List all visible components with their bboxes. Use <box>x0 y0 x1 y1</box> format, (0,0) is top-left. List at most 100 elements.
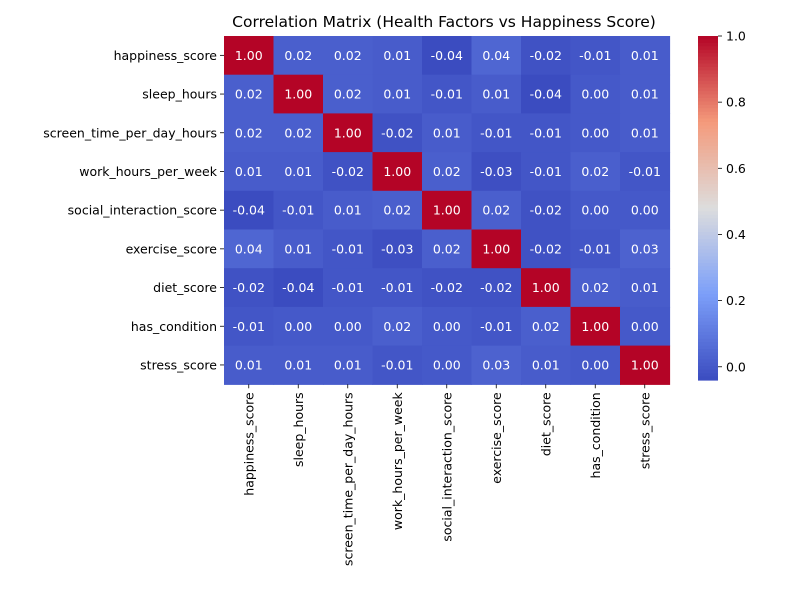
colorbar-segment <box>698 132 718 137</box>
colorbar-segment <box>698 156 718 161</box>
colorbar-segment <box>698 80 718 85</box>
heatmap-cell <box>570 229 621 269</box>
cell-value-label: -0.02 <box>530 203 562 218</box>
y-tick-label: work_hours_per_week <box>79 164 218 179</box>
colorbar-segment <box>698 238 718 243</box>
colorbar-segment <box>698 111 718 116</box>
colorbar-segment <box>698 307 718 312</box>
cell-value-label: -0.02 <box>332 164 364 179</box>
heatmap-cell <box>372 36 423 76</box>
cell-value-label: -0.01 <box>530 164 562 179</box>
colorbar-segment <box>698 318 718 323</box>
cell-value-label: -0.02 <box>431 280 463 295</box>
cell-value-label: 0.01 <box>235 164 263 179</box>
heatmap-cell <box>372 345 423 385</box>
heatmap-cell <box>372 113 423 153</box>
cell-value-label: 1.00 <box>482 241 510 256</box>
cell-value-label: 0.01 <box>383 87 411 102</box>
cell-value-label: -0.03 <box>381 241 413 256</box>
heatmap-cell <box>323 190 374 231</box>
heatmap-cell <box>620 74 671 114</box>
cell-value-label: 0.01 <box>482 87 510 102</box>
heatmap-cell <box>521 74 572 114</box>
cell-value-label: 0.01 <box>284 357 312 372</box>
cell-value-label: 0.01 <box>284 164 312 179</box>
cell-value-label: -0.02 <box>530 48 562 63</box>
heatmap-cell <box>372 229 423 269</box>
colorbar-segment <box>698 94 718 99</box>
heatmap-cell <box>521 113 572 153</box>
colorbar-tick-label: 0.6 <box>726 161 746 176</box>
colorbar-segment <box>698 345 718 350</box>
heatmap-cell <box>471 74 522 114</box>
colorbar-segment <box>698 194 718 199</box>
colorbar-segment <box>698 49 718 54</box>
y-tick-label: stress_score <box>140 357 217 372</box>
colorbar-segment <box>698 297 718 302</box>
colorbar-segment <box>698 256 718 261</box>
cell-value-label: 0.00 <box>334 319 362 334</box>
colorbar-segment <box>698 366 718 371</box>
heatmap-cell <box>620 345 671 385</box>
heatmap-cell <box>273 345 324 385</box>
y-tick-label: screen_time_per_day_hours <box>43 125 217 140</box>
cell-value-label: 1.00 <box>581 319 609 334</box>
colorbar-segment <box>698 283 718 288</box>
heatmap-cell <box>273 36 324 76</box>
colorbar-segment <box>698 352 718 357</box>
colorbar-segment <box>698 152 718 157</box>
cell-value-label: 0.00 <box>581 125 609 140</box>
colorbar-segment <box>698 42 718 47</box>
heatmap-cell <box>471 345 522 385</box>
cell-value-label: 0.00 <box>433 357 461 372</box>
heatmap-cell <box>570 74 621 114</box>
cell-value-label: -0.01 <box>480 319 512 334</box>
cell-value-label: 0.02 <box>532 319 560 334</box>
heatmap-cell <box>422 345 473 385</box>
colorbar-segment <box>698 249 718 254</box>
y-tick-label: sleep_hours <box>142 87 217 102</box>
colorbar-segment <box>698 324 718 329</box>
colorbar-segment <box>698 304 718 309</box>
cell-value-label: -0.01 <box>579 241 611 256</box>
heatmap-cell <box>471 306 522 347</box>
colorbar-tick-label: 0.4 <box>726 227 746 242</box>
heatmap-cell <box>620 36 671 76</box>
heatmap-cell <box>224 152 275 192</box>
colorbar-segment <box>698 314 718 319</box>
colorbar-segment <box>698 201 718 206</box>
colorbar-segment <box>698 63 718 68</box>
colorbar-segment <box>698 77 718 82</box>
cell-value-label: 0.02 <box>284 48 312 63</box>
cell-value-label: -0.01 <box>579 48 611 63</box>
colorbar-segment <box>698 173 718 178</box>
heatmap-cell <box>570 268 621 308</box>
heatmap-cell <box>620 229 671 269</box>
cell-value-label: 0.00 <box>433 319 461 334</box>
heatmap-cell <box>471 268 522 308</box>
colorbar-segment <box>698 328 718 333</box>
x-tick-label: social_interaction_score <box>439 392 454 542</box>
cell-value-label: -0.01 <box>431 87 463 102</box>
colorbar-segment <box>698 245 718 250</box>
cell-value-label: 1.00 <box>433 203 461 218</box>
cell-value-label: 0.02 <box>433 241 461 256</box>
colorbar-tick-label: 0.2 <box>726 293 746 308</box>
heatmap-cell <box>471 113 522 153</box>
colorbar-segment <box>698 242 718 247</box>
heatmap-cell <box>372 74 423 114</box>
cell-value-label: 0.02 <box>334 87 362 102</box>
y-axis-ticks: happiness_score sleep_hours screen_time_pe… <box>43 48 224 372</box>
heatmap-cell <box>570 36 621 76</box>
cell-value-label: 0.00 <box>581 203 609 218</box>
cell-value-label: 0.02 <box>433 164 461 179</box>
colorbar-segment <box>698 122 718 127</box>
cell-value-label: 0.02 <box>482 203 510 218</box>
cell-value-label: -0.02 <box>233 280 265 295</box>
colorbar-segment <box>698 187 718 192</box>
heatmap-cell <box>422 113 473 153</box>
colorbar-segment <box>698 218 718 223</box>
heatmap-cell <box>521 190 572 231</box>
heatmap-cell <box>323 229 374 269</box>
heatmap-cell <box>273 152 324 192</box>
